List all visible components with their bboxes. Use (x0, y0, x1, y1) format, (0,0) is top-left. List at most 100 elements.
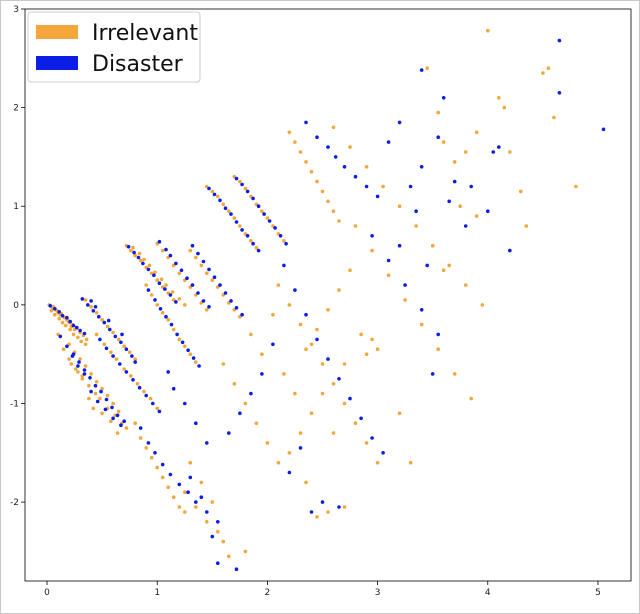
disaster-point (353, 174, 358, 179)
irrelevant-point (508, 150, 512, 154)
disaster-point (157, 409, 162, 414)
disaster-point (171, 386, 176, 391)
irrelevant-point (183, 344, 187, 349)
disaster-point (122, 419, 126, 424)
irrelevant-point (76, 335, 80, 340)
disaster-point (124, 347, 129, 352)
irrelevant-point (142, 257, 146, 262)
disaster-point (397, 120, 402, 125)
disaster-point (205, 441, 209, 445)
disaster-point (136, 255, 141, 260)
irrelevant-point (129, 374, 133, 378)
disaster-point (348, 396, 352, 401)
irrelevant-point (276, 460, 281, 465)
irrelevant-point (164, 283, 168, 287)
irrelevant-point (331, 209, 336, 213)
irrelevant-point (89, 372, 93, 376)
disaster-point (508, 248, 512, 253)
disaster-point (153, 298, 157, 302)
irrelevant-point (298, 150, 303, 154)
disaster-point (190, 243, 195, 248)
disaster-point (245, 189, 250, 194)
disaster-point (174, 300, 178, 304)
disaster-point (497, 145, 501, 149)
disaster-point (201, 259, 206, 264)
irrelevant-point (353, 421, 358, 426)
irrelevant-point (122, 367, 126, 371)
irrelevant-point (265, 441, 270, 445)
disaster-point (262, 212, 266, 216)
disaster-point (287, 470, 292, 475)
irrelevant-point (91, 406, 96, 411)
disaster-point (557, 38, 562, 43)
disaster-point (152, 273, 156, 278)
irrelevant-point (78, 357, 82, 361)
irrelevant-point (216, 529, 220, 534)
disaster-point (207, 267, 211, 272)
irrelevant-point (293, 140, 297, 144)
irrelevant-point (309, 342, 314, 347)
irrelevant-point (171, 495, 176, 500)
disaster-point (273, 226, 277, 230)
irrelevant-point (265, 216, 270, 220)
irrelevant-point (194, 255, 198, 260)
disaster-point (234, 220, 239, 224)
disaster-point (271, 342, 275, 347)
irrelevant-point (138, 258, 143, 263)
irrelevant-point (304, 480, 308, 485)
irrelevant-point (452, 372, 457, 376)
irrelevant-point (298, 431, 303, 435)
irrelevant-point (232, 382, 237, 386)
irrelevant-point (243, 401, 248, 406)
disaster-point (278, 234, 283, 238)
y-tick-label: -2 (10, 498, 19, 508)
plot-area (24, 8, 632, 582)
disaster-point (164, 314, 168, 319)
irrelevant-point (153, 270, 157, 275)
irrelevant-point (69, 362, 74, 366)
irrelevant-point (452, 160, 457, 164)
disaster-point (234, 567, 239, 571)
irrelevant-point (155, 303, 159, 307)
disaster-point (185, 276, 189, 281)
disaster-point (76, 364, 80, 368)
disaster-point (425, 263, 430, 268)
irrelevant-point (474, 214, 479, 218)
disaster-point (205, 510, 209, 514)
disaster-point (370, 436, 374, 440)
disaster-point (256, 248, 261, 253)
disaster-point (163, 287, 167, 291)
disaster-point (216, 561, 220, 565)
irrelevant-point (94, 380, 99, 384)
irrelevant-point (102, 342, 107, 347)
irrelevant-point (227, 554, 231, 559)
irrelevant-point (216, 194, 220, 199)
irrelevant-point (87, 396, 91, 401)
irrelevant-point (116, 337, 121, 342)
disaster-point (65, 315, 69, 320)
irrelevant-point (375, 460, 380, 465)
disaster-point (381, 451, 385, 455)
y-tick-label: 0 (13, 301, 19, 311)
irrelevant-point (94, 311, 99, 315)
disaster-point (245, 234, 250, 238)
disaster-point (82, 331, 87, 336)
irrelevant-point (109, 350, 113, 355)
disaster-point (403, 283, 407, 287)
irrelevant-point (94, 332, 99, 337)
disaster-point (240, 228, 244, 232)
disaster-point (364, 184, 369, 189)
disaster-point (223, 291, 228, 295)
disaster-point (251, 241, 255, 246)
irrelevant-point (260, 209, 264, 213)
irrelevant-point (60, 320, 65, 325)
disaster-point (201, 299, 206, 303)
irrelevant-point (155, 465, 159, 470)
irrelevant-point (133, 357, 137, 361)
disaster-point (164, 247, 168, 252)
disaster-point (91, 309, 96, 313)
disaster-point (601, 127, 606, 132)
disaster-point (57, 310, 61, 314)
